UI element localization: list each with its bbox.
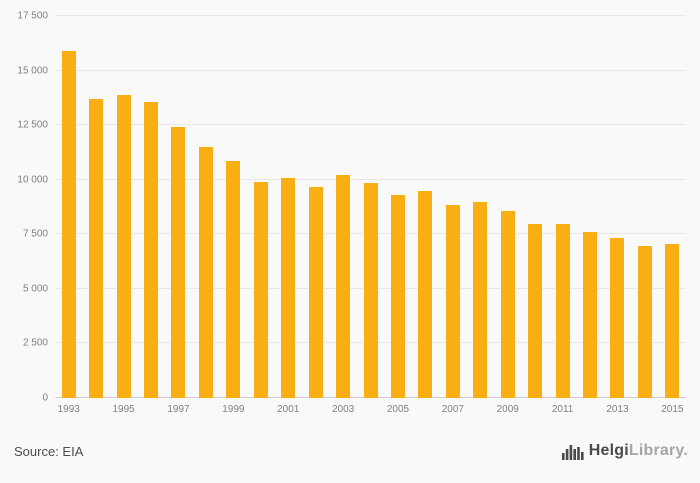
bar-2012 — [583, 232, 598, 398]
gridline — [55, 15, 686, 16]
bar-2009 — [500, 211, 515, 398]
y-axis-label: 10 000 — [17, 174, 48, 186]
bar-slot — [247, 16, 274, 398]
plot-area — [55, 15, 686, 398]
bar-slot — [412, 16, 439, 398]
bar-slot — [302, 16, 329, 398]
y-axis-label: 17 500 — [17, 10, 48, 22]
bar-slot — [576, 16, 603, 398]
x-axis-label — [576, 404, 603, 420]
bar-slot — [549, 16, 576, 398]
y-axis-label: 2 500 — [22, 337, 48, 349]
x-axis-label: 2001 — [277, 404, 300, 415]
bar-2001 — [281, 177, 296, 398]
x-axis-label — [192, 404, 219, 420]
x-axis-label: 2007 — [441, 404, 464, 415]
bar-2010 — [528, 224, 543, 398]
x-axis: 1993 1995 1997 1999 2001 2003 2005 2007 2009 2011… — [55, 404, 686, 420]
x-axis-label — [137, 404, 164, 420]
x-axis-label — [521, 404, 548, 420]
bar-1996 — [144, 102, 159, 398]
x-axis-label: 1995 — [112, 404, 135, 415]
bar-slot — [384, 16, 411, 398]
y-axis-label: 5 000 — [22, 283, 48, 295]
helgi-library-logo[interactable]: HelgiLibrary. — [561, 442, 688, 460]
logo-text-library: Library. — [628, 442, 688, 459]
bar-2004 — [363, 183, 378, 398]
bar-2007 — [445, 204, 460, 398]
gridline — [55, 124, 686, 126]
bar-series — [55, 16, 686, 398]
x-axis-label — [357, 404, 384, 420]
x-axis-label — [412, 404, 439, 420]
bar-2011 — [555, 224, 570, 398]
bar-slot — [275, 16, 302, 398]
chart-footer: Source: EIA HelgiLibrary. — [0, 430, 700, 483]
x-axis-label — [247, 404, 274, 420]
bar-slot — [494, 16, 521, 398]
y-axis-label: 15 000 — [17, 65, 48, 77]
bar-2014 — [637, 246, 652, 398]
x-axis-label: 2003 — [331, 404, 355, 415]
bar-slot — [439, 16, 466, 398]
x-axis-label: 1997 — [167, 404, 190, 415]
gridline — [55, 178, 686, 180]
bar-slot — [604, 16, 631, 398]
gridline — [55, 69, 686, 71]
y-axis-label: 7 500 — [22, 228, 48, 240]
bar-slot — [659, 16, 686, 398]
bar-2000 — [253, 181, 268, 398]
bar-1998 — [198, 146, 213, 398]
y-axis-label: 12 500 — [17, 119, 48, 131]
y-axis-label: 0 — [42, 392, 48, 404]
bar-slot — [55, 16, 82, 398]
x-axis-label: 2015 — [661, 404, 684, 415]
bar-slot — [631, 16, 658, 398]
x-axis-label — [467, 404, 494, 420]
bar-slot — [110, 16, 137, 398]
bar-slot — [329, 16, 356, 398]
x-axis-label: 2005 — [386, 404, 410, 415]
bar-1993 — [61, 50, 76, 398]
bar-2002 — [308, 187, 323, 398]
bar-slot — [521, 16, 548, 398]
bar-1999 — [226, 161, 241, 398]
x-axis-label: 2013 — [606, 404, 629, 415]
logo-text: HelgiLibrary. — [589, 442, 688, 460]
bar-2006 — [418, 190, 433, 398]
bar-chart: 0 2 500 5 000 7 500 10 000 12 500 15 000 17 500… — [0, 11, 686, 420]
bar-2013 — [610, 237, 625, 398]
x-axis-label: 1999 — [222, 404, 245, 415]
x-axis-label — [631, 404, 658, 420]
source-label: Source: EIA — [14, 444, 84, 459]
logo-text-helgi: Helgi — [588, 442, 629, 459]
bar-slot — [220, 16, 247, 398]
x-axis-label — [302, 404, 329, 420]
bar-2005 — [390, 195, 405, 398]
castle-bars-icon — [561, 445, 584, 460]
x-axis-label: 1993 — [57, 404, 80, 415]
bar-1995 — [116, 94, 131, 398]
x-axis-label — [82, 404, 109, 420]
bar-2008 — [473, 201, 488, 398]
bar-1997 — [171, 127, 186, 398]
bar-slot — [137, 16, 164, 398]
bar-2015 — [665, 244, 680, 398]
bar-slot — [467, 16, 494, 398]
bar-slot — [82, 16, 109, 398]
bar-2003 — [336, 175, 351, 398]
y-axis: 0 2 500 5 000 7 500 10 000 12 500 15 000 17 500 — [0, 11, 48, 404]
bar-slot — [165, 16, 192, 398]
bar-1994 — [89, 98, 104, 398]
x-axis-label: 2009 — [496, 404, 519, 415]
bar-slot — [357, 16, 384, 398]
x-axis-label: 2011 — [551, 404, 574, 415]
bar-slot — [192, 16, 219, 398]
